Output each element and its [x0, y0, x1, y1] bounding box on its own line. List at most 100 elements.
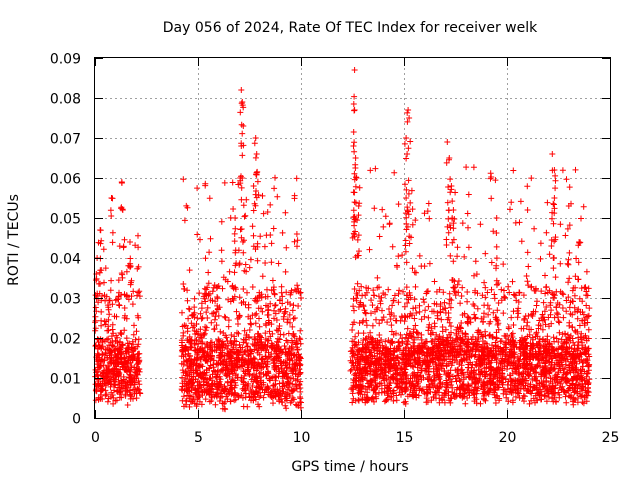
data-point [583, 268, 590, 275]
data-point [459, 284, 466, 291]
data-point [185, 358, 192, 364]
y-tick-label: 0.05 [50, 212, 81, 228]
data-point [263, 364, 270, 370]
data-point [463, 164, 470, 171]
data-point [209, 288, 216, 295]
data-point [366, 246, 373, 253]
data-point [218, 218, 225, 225]
data-point [197, 338, 204, 345]
data-point [127, 255, 134, 262]
data-point [507, 206, 513, 213]
data-point [562, 232, 569, 239]
data-point [482, 250, 489, 257]
data-point [127, 239, 133, 245]
data-point [238, 87, 245, 93]
data-point [401, 140, 408, 147]
data-point [531, 225, 538, 232]
data-point [217, 360, 224, 367]
data-point [96, 354, 103, 361]
data-point [294, 402, 300, 409]
data-point [217, 328, 224, 335]
data-point [449, 198, 456, 205]
data-point [237, 109, 244, 116]
data-point [444, 199, 451, 206]
data-point [246, 327, 253, 333]
data-point [280, 313, 287, 320]
data-point [112, 372, 119, 379]
data-point [197, 310, 204, 317]
data-point [256, 315, 262, 322]
data-point [92, 304, 99, 311]
data-point [251, 336, 258, 343]
data-point [350, 101, 357, 107]
data-point [292, 381, 299, 388]
data-point [282, 268, 289, 275]
data-point [128, 363, 135, 370]
data-point [441, 299, 448, 306]
data-point [256, 289, 263, 296]
data-point [555, 311, 561, 318]
data-point [189, 380, 196, 386]
data-point [474, 305, 481, 312]
data-point [290, 315, 297, 322]
data-point [210, 389, 217, 396]
data-point [254, 257, 261, 264]
data-point [106, 297, 113, 304]
data-point [552, 274, 559, 281]
data-point [100, 362, 107, 369]
data-point [459, 220, 466, 227]
data-point [253, 310, 260, 317]
data-point [360, 330, 367, 337]
data-point [572, 166, 579, 173]
data-point [130, 331, 137, 338]
data-point [213, 347, 220, 353]
data-point [404, 204, 411, 211]
data-point [222, 314, 229, 321]
data-point [472, 258, 479, 265]
data-point [239, 394, 246, 401]
data-point [297, 378, 304, 385]
data-point [133, 328, 140, 335]
data-point [202, 298, 209, 305]
data-point [208, 339, 215, 346]
data-point [135, 378, 142, 384]
data-point [184, 297, 191, 304]
data-point [206, 195, 213, 202]
data-point [434, 309, 441, 316]
data-point [181, 378, 188, 385]
data-point [516, 390, 522, 397]
data-point [92, 325, 99, 332]
data-point [107, 287, 114, 294]
data-point [239, 385, 246, 392]
data-point [257, 385, 264, 392]
data-point [260, 210, 267, 217]
data-point [276, 368, 283, 375]
data-point [192, 331, 199, 337]
data-point [287, 319, 293, 326]
data-point [286, 365, 293, 372]
data-point [104, 398, 111, 405]
data-point [405, 145, 412, 152]
data-point [297, 385, 304, 391]
data-point [563, 399, 570, 406]
data-point [192, 348, 199, 354]
data-point [501, 294, 508, 301]
data-point [120, 244, 127, 251]
data-point [178, 337, 185, 344]
data-point [107, 339, 114, 346]
data-point [194, 185, 201, 192]
data-point [549, 215, 555, 222]
data-point [450, 207, 457, 213]
data-point [373, 316, 379, 323]
data-point [245, 368, 252, 375]
data-point [258, 305, 264, 312]
data-point [270, 225, 277, 232]
data-point [101, 279, 107, 286]
data-point [297, 340, 304, 347]
data-point [123, 350, 130, 357]
data-point [97, 227, 104, 234]
data-point [505, 283, 512, 290]
data-point [218, 258, 225, 265]
data-point [551, 195, 558, 201]
data-point [188, 337, 195, 344]
